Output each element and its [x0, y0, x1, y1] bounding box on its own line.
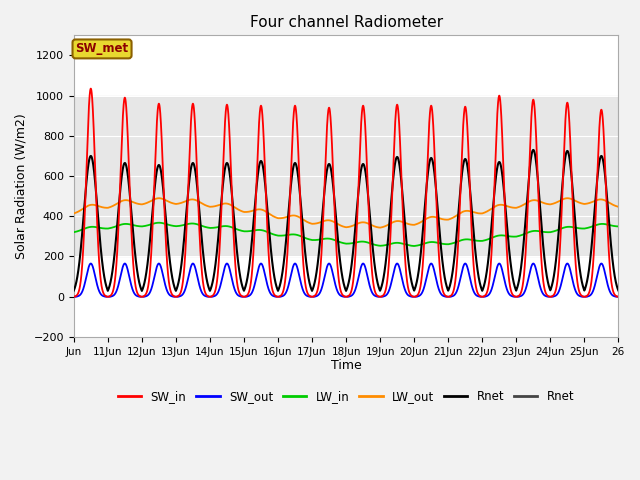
- Y-axis label: Solar Radiation (W/m2): Solar Radiation (W/m2): [15, 113, 28, 259]
- Title: Four channel Radiometer: Four channel Radiometer: [250, 15, 443, 30]
- Text: SW_met: SW_met: [76, 42, 129, 55]
- Bar: [74, 96, 618, 256]
- X-axis label: Time: Time: [331, 360, 362, 372]
- Legend: SW_in, SW_out, LW_in, LW_out, Rnet, Rnet: SW_in, SW_out, LW_in, LW_out, Rnet, Rnet: [113, 385, 579, 408]
